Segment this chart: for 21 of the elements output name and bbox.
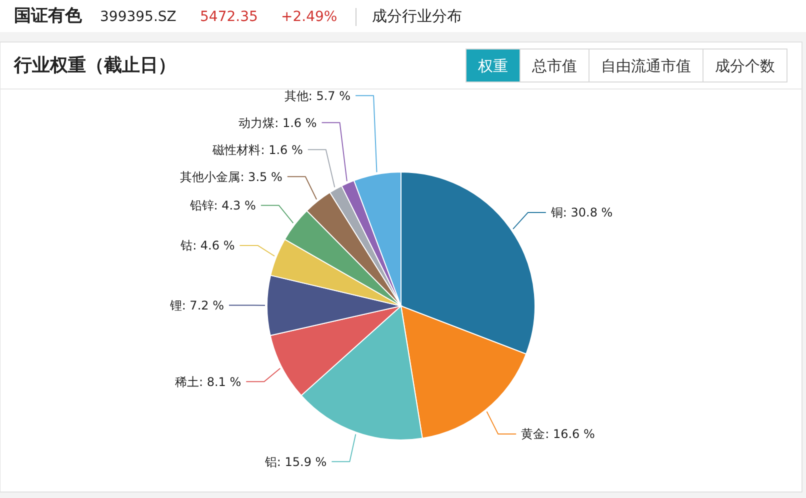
text: 399395.SZ [100, 9, 176, 25]
text: 国证有色 [14, 6, 83, 26]
slice-label: 其他小金属: 3.5 % [180, 170, 282, 184]
slice-label: 铝: 15.9 % [264, 454, 327, 469]
slice-label: 黄金: 16.6 % [521, 427, 595, 442]
slice-label: 磁性材料: 1.6 % [212, 142, 303, 157]
text: 权重 [477, 57, 508, 75]
text: +2.49% [281, 9, 338, 25]
chart-title: 行业权重（截止日） [13, 55, 176, 76]
slice-label: 稀土: 8.1 % [174, 374, 242, 389]
slice-label: 钴: 4.6 % [180, 238, 235, 253]
text: 总市值 [531, 57, 577, 75]
slice-label: 锂: 7.2 % [168, 298, 224, 312]
text: 成分行业分布 [372, 7, 462, 25]
text: 自由流通市值 [601, 57, 691, 75]
slice-label: 动力煤: 1.6 % [238, 116, 317, 130]
text: 5472.35 [200, 9, 258, 25]
slice-label: 其他: 5.7 % [284, 88, 351, 103]
slice-label: 铅锌: 4.3 % [188, 198, 256, 213]
text: 成分个数 [715, 57, 775, 75]
slice-label: 铜: 30.8 % [550, 206, 613, 220]
